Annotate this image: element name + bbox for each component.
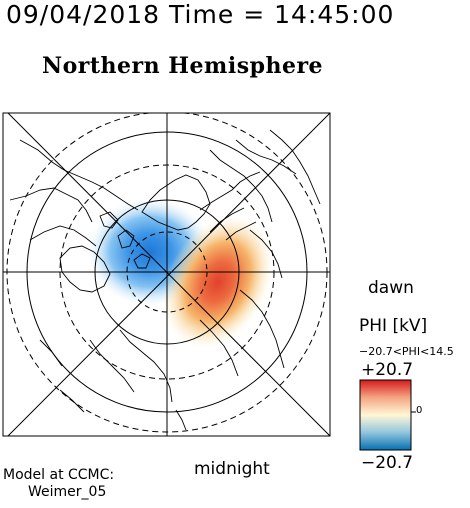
coast-north-america — [9, 139, 139, 247]
coastlines — [9, 129, 321, 431]
timestamp-header: 09/04/2018 Time = 14:45:00 — [6, 0, 394, 29]
legend-range: −20.7<PHI<14.5 — [359, 345, 454, 358]
coast-europe-mainland — [249, 129, 321, 279]
coast-greenland — [141, 174, 211, 231]
header-time: 14:45:00 — [274, 0, 395, 29]
midnight-label: midnight — [194, 459, 270, 479]
legend-zero-label: 0 — [416, 405, 423, 416]
coast-pacific-islands — [39, 339, 187, 431]
coast-canadian-archipelago — [99, 211, 151, 269]
dawn-label: dawn — [368, 278, 414, 298]
header-date: 09/04/2018 — [6, 0, 161, 29]
hemisphere-title: Northern Hemisphere — [42, 53, 324, 79]
potential-cells — [88, 198, 274, 349]
legend-title: PHI [kV] — [359, 316, 428, 336]
map-frame — [2, 112, 331, 437]
model-label: Model at CCMC: — [3, 467, 115, 483]
legend-min-value: −20.7 — [361, 453, 414, 473]
coast-hudson-bay — [59, 245, 111, 293]
header-equals: = — [243, 0, 266, 29]
legend-color-bar — [359, 379, 412, 451]
coast-alaska — [89, 329, 173, 403]
coast-siberia — [199, 289, 285, 377]
coast-scandinavia — [209, 139, 297, 223]
latitude-grid — [3, 113, 330, 436]
coast-arctic-islands — [199, 171, 261, 241]
model-name: Weimer_05 — [28, 484, 107, 500]
legend-max-value: +20.7 — [361, 360, 414, 380]
meridian-diag-2 — [7, 113, 330, 436]
header-time-label: Time — [169, 0, 235, 29]
positive-potential-cell — [162, 215, 274, 349]
